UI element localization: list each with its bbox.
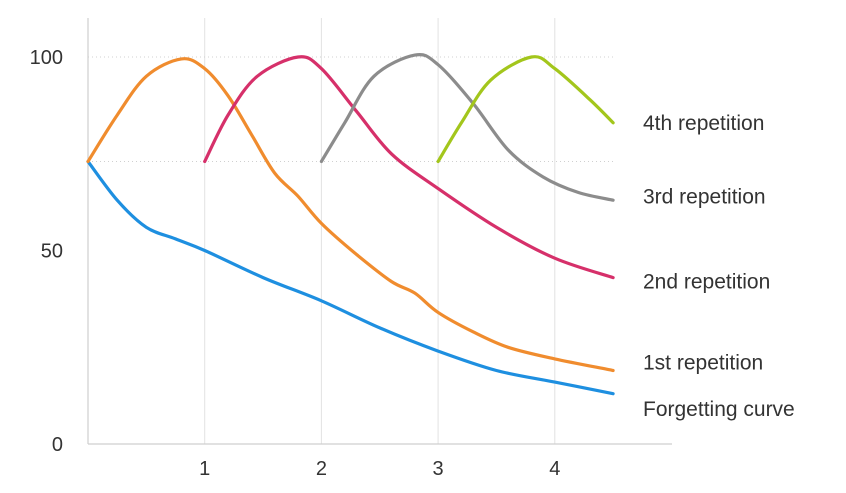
legend-label-3rd-repetition: 3rd repetition — [643, 185, 766, 208]
y-tick-label-100: 100 — [30, 47, 63, 69]
legend: 4th repetition 3rd repetition 2nd repetiti… — [643, 112, 795, 421]
x-tick-label-1: 1 — [199, 458, 210, 480]
series-line-3rd-repetition — [319, 53, 615, 202]
series-line-4th-repetition — [436, 55, 615, 164]
series-line-forgetting-curve — [86, 159, 615, 396]
x-tick-label-2: 2 — [316, 458, 327, 480]
x-tick-label-4: 4 — [549, 458, 560, 480]
tick-labels: 1 2 3 4 0 50 100 — [30, 47, 561, 480]
legend-label-4th-repetition: 4th repetition — [643, 112, 764, 135]
x-tick-label-3: 3 — [433, 458, 444, 480]
series-line-1st-repetition — [86, 57, 615, 373]
grid — [88, 18, 614, 444]
legend-label-forgetting-curve: Forgetting curve — [643, 398, 795, 421]
series-lines — [86, 53, 615, 396]
legend-label-1st-repetition: 1st repetition — [643, 352, 763, 375]
legend-label-2nd-repetition: 2nd repetition — [643, 270, 770, 293]
y-tick-label-0: 0 — [52, 434, 63, 456]
y-tick-label-50: 50 — [41, 241, 63, 263]
axes — [87, 18, 672, 445]
series-line-2nd-repetition — [203, 55, 615, 280]
